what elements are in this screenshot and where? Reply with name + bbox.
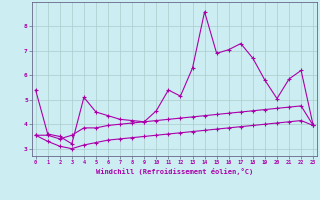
X-axis label: Windchill (Refroidissement éolien,°C): Windchill (Refroidissement éolien,°C) bbox=[96, 168, 253, 175]
